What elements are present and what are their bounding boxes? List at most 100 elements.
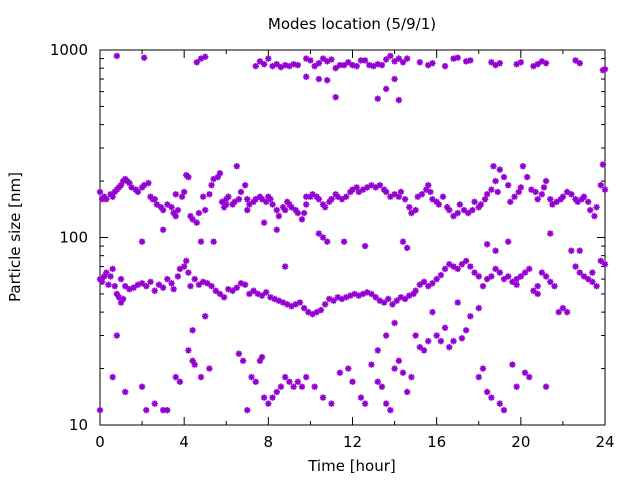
data-point bbox=[425, 337, 432, 345]
data-point bbox=[284, 301, 291, 308]
data-point bbox=[391, 319, 398, 327]
data-point bbox=[538, 58, 546, 65]
data-point bbox=[281, 373, 289, 381]
data-point bbox=[212, 287, 219, 294]
data-point bbox=[157, 204, 165, 211]
data-point bbox=[542, 60, 550, 67]
data-points bbox=[96, 52, 609, 414]
data-point bbox=[366, 61, 373, 69]
data-point bbox=[462, 257, 470, 265]
data-point bbox=[584, 198, 592, 206]
data-point bbox=[376, 297, 384, 304]
data-point bbox=[319, 394, 327, 401]
data-point bbox=[349, 186, 356, 193]
data-point bbox=[279, 299, 287, 306]
data-point bbox=[513, 281, 520, 288]
data-point bbox=[446, 206, 453, 214]
data-point bbox=[290, 383, 297, 390]
data-point bbox=[471, 198, 478, 206]
data-point bbox=[193, 219, 200, 226]
data-point bbox=[317, 306, 325, 314]
data-point bbox=[263, 289, 270, 296]
data-point bbox=[206, 365, 213, 372]
data-point bbox=[145, 179, 152, 187]
data-point bbox=[542, 177, 550, 185]
data-point bbox=[305, 308, 312, 316]
data-point bbox=[593, 282, 600, 290]
data-point bbox=[479, 282, 487, 290]
data-point bbox=[408, 373, 415, 381]
data-point bbox=[494, 188, 501, 196]
data-point bbox=[551, 282, 558, 290]
data-point bbox=[425, 182, 432, 189]
data-point bbox=[521, 369, 529, 376]
data-point bbox=[406, 204, 413, 211]
data-point bbox=[185, 269, 192, 276]
data-point bbox=[303, 55, 310, 62]
data-point bbox=[557, 196, 565, 203]
data-point bbox=[138, 238, 146, 245]
data-point bbox=[382, 56, 390, 63]
data-point bbox=[488, 59, 495, 66]
data-point bbox=[443, 204, 451, 211]
data-point bbox=[454, 209, 461, 217]
data-point bbox=[225, 193, 232, 200]
data-point bbox=[130, 284, 137, 291]
data-point bbox=[425, 282, 432, 290]
data-point bbox=[456, 201, 464, 208]
data-point bbox=[284, 198, 291, 206]
data-point bbox=[429, 280, 436, 287]
data-point bbox=[479, 365, 487, 372]
data-point bbox=[523, 173, 531, 181]
data-point bbox=[250, 198, 257, 206]
data-point bbox=[258, 196, 266, 203]
data-point bbox=[286, 378, 293, 385]
plot-frame bbox=[99, 49, 606, 426]
data-point bbox=[401, 295, 409, 303]
data-point bbox=[311, 62, 318, 70]
data-point bbox=[202, 53, 209, 60]
data-point bbox=[193, 59, 200, 66]
data-point bbox=[349, 61, 356, 69]
data-point bbox=[96, 406, 104, 414]
data-point bbox=[326, 198, 333, 206]
data-point bbox=[277, 383, 285, 390]
data-point bbox=[288, 204, 295, 211]
data-point bbox=[517, 59, 525, 66]
data-point bbox=[374, 378, 381, 385]
data-point bbox=[176, 265, 184, 273]
data-point bbox=[601, 186, 609, 193]
data-point bbox=[140, 54, 148, 61]
data-point bbox=[601, 65, 609, 73]
data-point bbox=[425, 61, 432, 69]
data-point bbox=[267, 196, 274, 203]
data-point bbox=[334, 294, 341, 301]
data-point bbox=[117, 275, 125, 283]
data-point bbox=[189, 327, 196, 334]
data-point bbox=[256, 193, 264, 200]
data-point bbox=[517, 273, 525, 280]
data-point bbox=[109, 193, 116, 200]
data-point bbox=[199, 193, 207, 200]
data-point bbox=[353, 184, 360, 191]
data-point bbox=[574, 198, 581, 206]
data-point bbox=[109, 373, 116, 381]
data-point bbox=[382, 85, 390, 93]
data-point bbox=[260, 219, 268, 226]
data-point bbox=[126, 179, 133, 187]
data-point bbox=[324, 58, 331, 65]
data-point bbox=[465, 209, 472, 217]
data-point bbox=[246, 290, 253, 298]
data-point bbox=[387, 406, 394, 414]
data-point bbox=[187, 212, 194, 220]
data-point bbox=[351, 290, 358, 298]
data-point bbox=[500, 173, 508, 181]
data-point bbox=[542, 383, 550, 390]
data-point bbox=[174, 206, 182, 214]
data-point bbox=[313, 308, 320, 316]
data-point bbox=[496, 166, 503, 173]
data-point bbox=[500, 275, 508, 283]
data-point bbox=[303, 373, 310, 381]
data-point bbox=[159, 406, 167, 414]
data-point bbox=[547, 278, 554, 286]
